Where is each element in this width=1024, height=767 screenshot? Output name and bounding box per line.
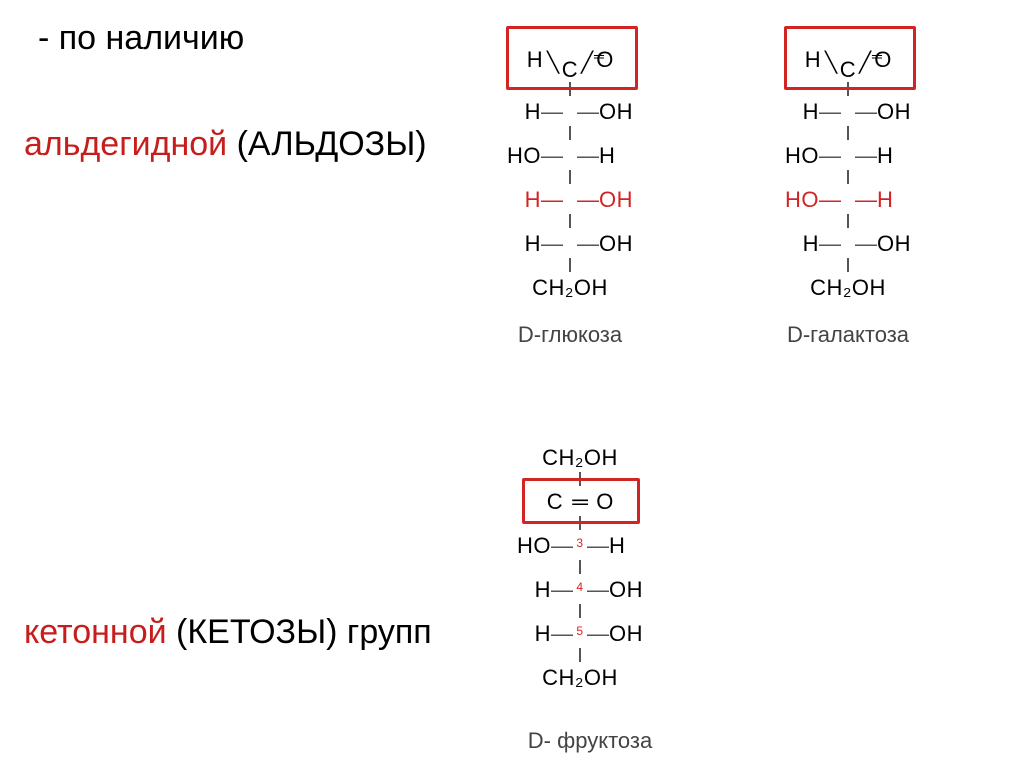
heading-text: - по наличию (38, 19, 244, 57)
carbon-number: 4 (576, 580, 583, 594)
fructose-caption-text: D- фруктоза (528, 728, 652, 753)
horizontal-bond: — (587, 533, 609, 559)
mol-row: CH₂OH (480, 656, 680, 700)
terminal-group: CH₂OH (542, 665, 618, 691)
horizontal-bond: — (587, 577, 609, 603)
right-substituent: H (599, 143, 633, 169)
heading: - по наличию (38, 18, 244, 59)
left-substituent: HO (785, 143, 819, 169)
highlight-box (506, 26, 638, 90)
horizontal-bond: — (541, 231, 563, 257)
carbon-number: 3 (576, 536, 583, 550)
horizontal-bond: — (551, 577, 573, 603)
center-carbon: 5 (573, 621, 587, 647)
vertical-bond (569, 126, 571, 140)
vertical-bond (847, 258, 849, 272)
right-substituent: OH (609, 621, 643, 647)
aldose-label-red: альдегидной (24, 125, 227, 163)
horizontal-bond: — (855, 231, 877, 257)
right-substituent: H (877, 143, 911, 169)
left-substituent: H (507, 231, 541, 257)
vertical-bond (579, 560, 581, 574)
mol-row: CH₂OH (470, 266, 670, 310)
glucose-caption: D-глюкоза (470, 322, 670, 348)
horizontal-bond: — (855, 187, 877, 213)
horizontal-bond: — (819, 231, 841, 257)
horizontal-bond: — (587, 621, 609, 647)
horizontal-bond: — (819, 187, 841, 213)
vertical-bond (847, 170, 849, 184)
ketose-label-red: кетонной (24, 613, 167, 651)
horizontal-bond: — (855, 99, 877, 125)
right-substituent: H (609, 533, 643, 559)
left-substituent: HO (785, 187, 819, 213)
horizontal-bond: — (551, 621, 573, 647)
highlight-box (784, 26, 916, 90)
fructose-caption: D- фруктоза (490, 728, 690, 754)
horizontal-bond: — (541, 143, 563, 169)
vertical-bond (579, 604, 581, 618)
vertical-bond (847, 214, 849, 228)
horizontal-bond: — (577, 99, 599, 125)
right-substituent: H (877, 187, 911, 213)
right-substituent: OH (599, 231, 633, 257)
terminal-group: CH₂OH (542, 445, 618, 471)
vertical-bond (569, 258, 571, 272)
galactose-structure: H╲C╱O═H——OHHO——HHO——HH——OHCH₂OH (748, 30, 948, 310)
vertical-bond (569, 170, 571, 184)
left-substituent: H (785, 99, 819, 125)
right-substituent: OH (877, 231, 911, 257)
right-substituent: OH (599, 187, 633, 213)
horizontal-bond: — (577, 143, 599, 169)
vertical-bond (847, 126, 849, 140)
carbon-number: 5 (576, 624, 583, 638)
ketose-label-black: (КЕТОЗЫ) групп (167, 613, 432, 651)
horizontal-bond: — (541, 187, 563, 213)
horizontal-bond: — (541, 99, 563, 125)
left-substituent: H (517, 621, 551, 647)
horizontal-bond: — (855, 143, 877, 169)
vertical-bond (569, 214, 571, 228)
terminal-group: CH₂OH (810, 275, 886, 301)
right-substituent: OH (599, 99, 633, 125)
ketose-label: кетонной (КЕТОЗЫ) групп (24, 612, 432, 653)
aldose-label-black: (АЛЬДОЗЫ) (227, 125, 427, 163)
horizontal-bond: — (819, 99, 841, 125)
mol-row: CH₂OH (748, 266, 948, 310)
galactose-caption: D-галактоза (748, 322, 948, 348)
center-carbon: 3 (573, 533, 587, 559)
horizontal-bond: — (577, 231, 599, 257)
glucose-structure: H╲C╱O═H——OHHO——HH——OHH——OHCH₂OH (470, 30, 670, 310)
horizontal-bond: — (819, 143, 841, 169)
vertical-bond (579, 648, 581, 662)
right-substituent: OH (609, 577, 643, 603)
aldose-label: альдегидной (АЛЬДОЗЫ) (24, 124, 427, 165)
left-substituent: H (507, 187, 541, 213)
left-substituent: H (785, 231, 819, 257)
left-substituent: HO (517, 533, 551, 559)
terminal-group: CH₂OH (532, 275, 608, 301)
glucose-caption-text: D-глюкоза (518, 322, 622, 347)
left-substituent: HO (507, 143, 541, 169)
horizontal-bond: — (577, 187, 599, 213)
right-substituent: OH (877, 99, 911, 125)
horizontal-bond: — (551, 533, 573, 559)
center-carbon: 4 (573, 577, 587, 603)
galactose-caption-text: D-галактоза (787, 322, 909, 347)
fructose-structure: CH₂OHC═OHO—3—HH—4—OHH—5—OHCH₂OH (480, 436, 680, 700)
left-substituent: H (517, 577, 551, 603)
left-substituent: H (507, 99, 541, 125)
highlight-box (522, 478, 640, 524)
